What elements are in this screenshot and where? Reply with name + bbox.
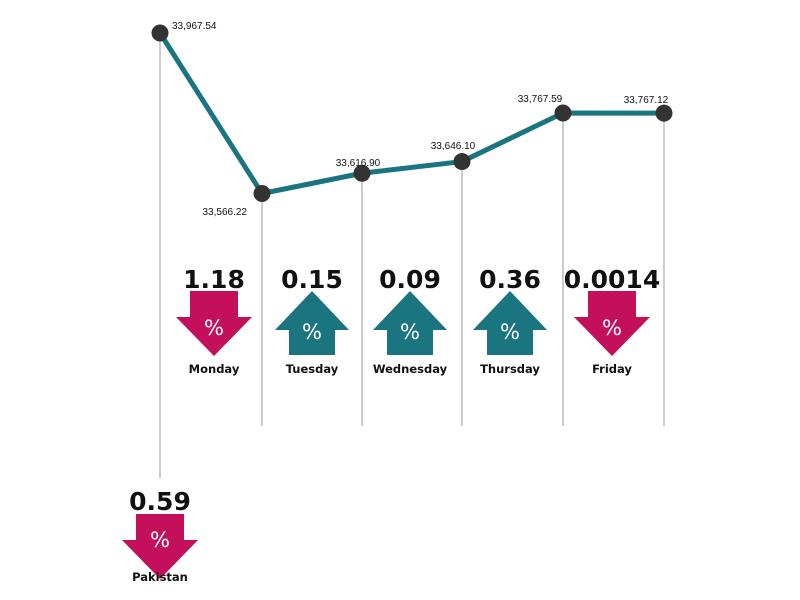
point-value-label: 33,616.90 <box>336 158 381 169</box>
daily-change-thursday: % 0.36 Thursday <box>473 265 547 376</box>
guide-lines <box>159 32 665 478</box>
daily-change-wednesday: % 0.09 Wednesday <box>373 265 448 376</box>
series-line <box>157 30 667 197</box>
down-arrow-icon <box>176 291 252 356</box>
point-value-label: 33,566.22 <box>203 207 248 218</box>
data-points <box>151 24 673 203</box>
change-value: 0.0014 <box>564 265 660 294</box>
day-label: Thursday <box>480 362 540 376</box>
data-point <box>253 185 271 203</box>
daily-change-tuesday: % 0.15 Tuesday <box>275 265 349 376</box>
point-value-label: 33,967.54 <box>172 21 217 32</box>
day-label: Monday <box>189 362 240 376</box>
down-arrow-icon <box>122 514 198 579</box>
day-label: Wednesday <box>373 362 448 376</box>
weekly-change-indicator: % 0.59 Pakistan <box>122 487 198 584</box>
daily-change-indicators: % 1.18 Monday% 0.15 Tuesday% 0.09 Wednesday% 0.… <box>176 265 660 376</box>
change-value: 0.09 <box>379 265 441 294</box>
data-point <box>353 164 371 182</box>
point-value-label: 33,646.10 <box>431 141 476 152</box>
percent-symbol: % <box>602 316 622 340</box>
day-label: Tuesday <box>286 362 339 376</box>
percent-symbol: % <box>302 320 322 344</box>
up-arrow-icon <box>373 291 447 355</box>
data-point <box>453 153 471 171</box>
change-value: 1.18 <box>183 265 245 294</box>
weekly-label: Pakistan <box>132 570 188 584</box>
up-arrow-icon <box>473 291 547 355</box>
point-value-label: 33,767.12 <box>624 95 669 106</box>
change-value: 0.59 <box>129 487 191 516</box>
down-arrow-icon <box>574 291 650 356</box>
daily-change-monday: % 1.18 Monday <box>176 265 252 376</box>
up-arrow-icon <box>275 291 349 355</box>
data-point <box>655 104 673 122</box>
percent-symbol: % <box>500 320 520 344</box>
data-point <box>554 104 572 122</box>
daily-change-friday: % 0.0014 Friday <box>564 265 660 376</box>
day-label: Friday <box>592 362 632 376</box>
point-labels: 33,967.54 33,566.22 33,616.90 33,646.10 33,7… <box>172 21 669 218</box>
change-value: 0.15 <box>281 265 343 294</box>
point-value-label: 33,767.59 <box>518 94 563 105</box>
index-line-series <box>157 30 667 197</box>
change-value: 0.36 <box>479 265 541 294</box>
percent-symbol: % <box>204 316 224 340</box>
percent-symbol: % <box>400 320 420 344</box>
percent-symbol: % <box>150 528 170 552</box>
data-point <box>151 24 169 42</box>
